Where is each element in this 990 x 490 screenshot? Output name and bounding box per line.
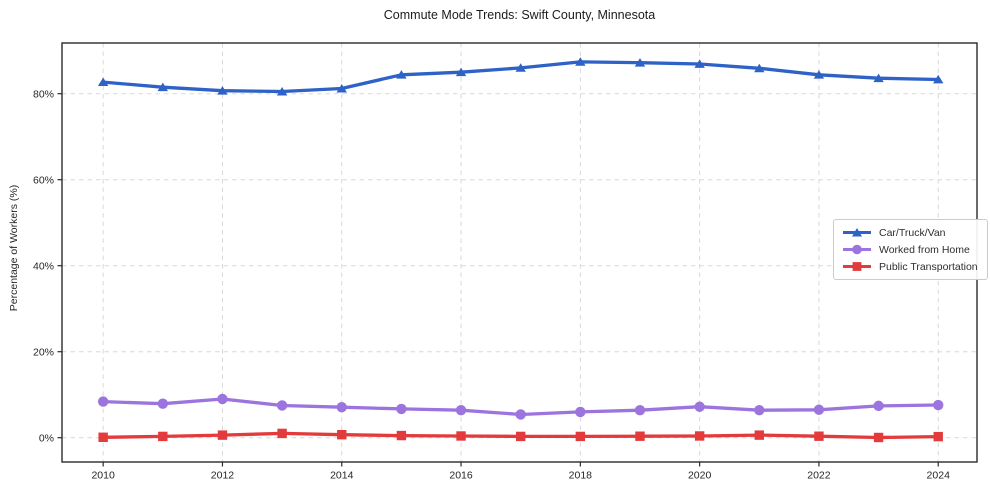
data-point-marker (634, 58, 646, 67)
data-point-marker (515, 409, 526, 420)
data-point-marker (813, 70, 825, 79)
legend-item-car-truck-van: Car/Truck/Van (842, 226, 978, 239)
square-marker-icon (843, 262, 871, 271)
data-point-marker (754, 430, 764, 440)
data-point-marker (933, 74, 944, 84)
x-tick-label: 2018 (569, 470, 593, 482)
x-tick-label: 2022 (807, 470, 831, 482)
legend-item-label: Worked from Home (879, 243, 970, 256)
data-point-marker (455, 404, 467, 416)
x-tick-label: 2012 (211, 470, 235, 482)
y-axis-label: Percentage of Workers (%) (8, 184, 20, 312)
data-point-marker (754, 63, 765, 73)
data-point-marker (157, 82, 169, 92)
data-point-marker (97, 77, 109, 86)
triangle-marker-glyph (852, 228, 862, 237)
data-point-marker (158, 431, 168, 442)
data-point-marker (97, 396, 109, 407)
data-point-marker (575, 406, 586, 418)
x-tick-label: 2020 (688, 470, 712, 482)
triangle-marker-icon (843, 228, 871, 237)
data-point-marker (396, 403, 407, 415)
data-point-marker (694, 59, 705, 68)
data-point-marker (157, 398, 169, 409)
circle-marker-icon (843, 244, 871, 255)
x-tick-label: 2010 (91, 470, 115, 482)
data-point-marker (814, 431, 824, 441)
x-tick-label: 2014 (330, 470, 354, 482)
data-point-marker (813, 404, 825, 415)
legend-item-label: Public Transportation (879, 260, 978, 273)
legend-item-public-transportation: Public Transportation (842, 260, 978, 273)
y-tick-label: 0% (39, 432, 54, 444)
legend: Car/Truck/Van Worked from Home Public Tr… (833, 219, 988, 280)
data-point-marker (634, 404, 646, 416)
data-point-marker (455, 67, 467, 77)
data-point-marker (276, 400, 288, 411)
data-point-marker (575, 57, 586, 66)
x-tick-label: 2024 (927, 470, 951, 482)
data-point-marker (933, 399, 944, 411)
data-point-marker (277, 428, 287, 439)
data-point-marker (337, 429, 347, 440)
y-tick-label: 60% (33, 174, 54, 186)
chart-title: Commute Mode Trends: Swift County, Minne… (383, 8, 656, 22)
data-point-marker (635, 431, 645, 441)
data-point-marker (873, 432, 884, 443)
data-point-marker (694, 401, 705, 412)
data-point-marker (933, 431, 943, 442)
data-point-marker (217, 430, 228, 440)
data-point-marker (456, 431, 466, 441)
y-tick-label: 40% (33, 260, 54, 272)
data-point-marker (754, 404, 765, 416)
data-point-marker (336, 83, 347, 93)
x-tick-label: 2016 (449, 470, 473, 482)
data-point-marker (396, 70, 407, 79)
data-point-marker (276, 86, 288, 96)
data-point-marker (873, 73, 884, 83)
y-tick-label: 80% (33, 88, 54, 100)
data-point-marker (515, 431, 526, 442)
legend-item-worked-from-home: Worked from Home (842, 243, 978, 256)
circle-marker-glyph (852, 244, 862, 255)
data-point-marker (396, 430, 407, 441)
data-point-marker (575, 431, 586, 442)
data-point-marker (336, 401, 347, 413)
y-tick-label: 20% (33, 346, 54, 358)
data-point-marker (217, 393, 228, 405)
data-point-marker (217, 86, 228, 95)
data-point-marker (515, 63, 526, 72)
data-point-marker (694, 431, 705, 441)
data-point-marker (873, 400, 884, 412)
square-marker-glyph (852, 262, 862, 271)
legend-item-label: Car/Truck/Van (879, 226, 946, 239)
data-point-marker (98, 432, 108, 442)
